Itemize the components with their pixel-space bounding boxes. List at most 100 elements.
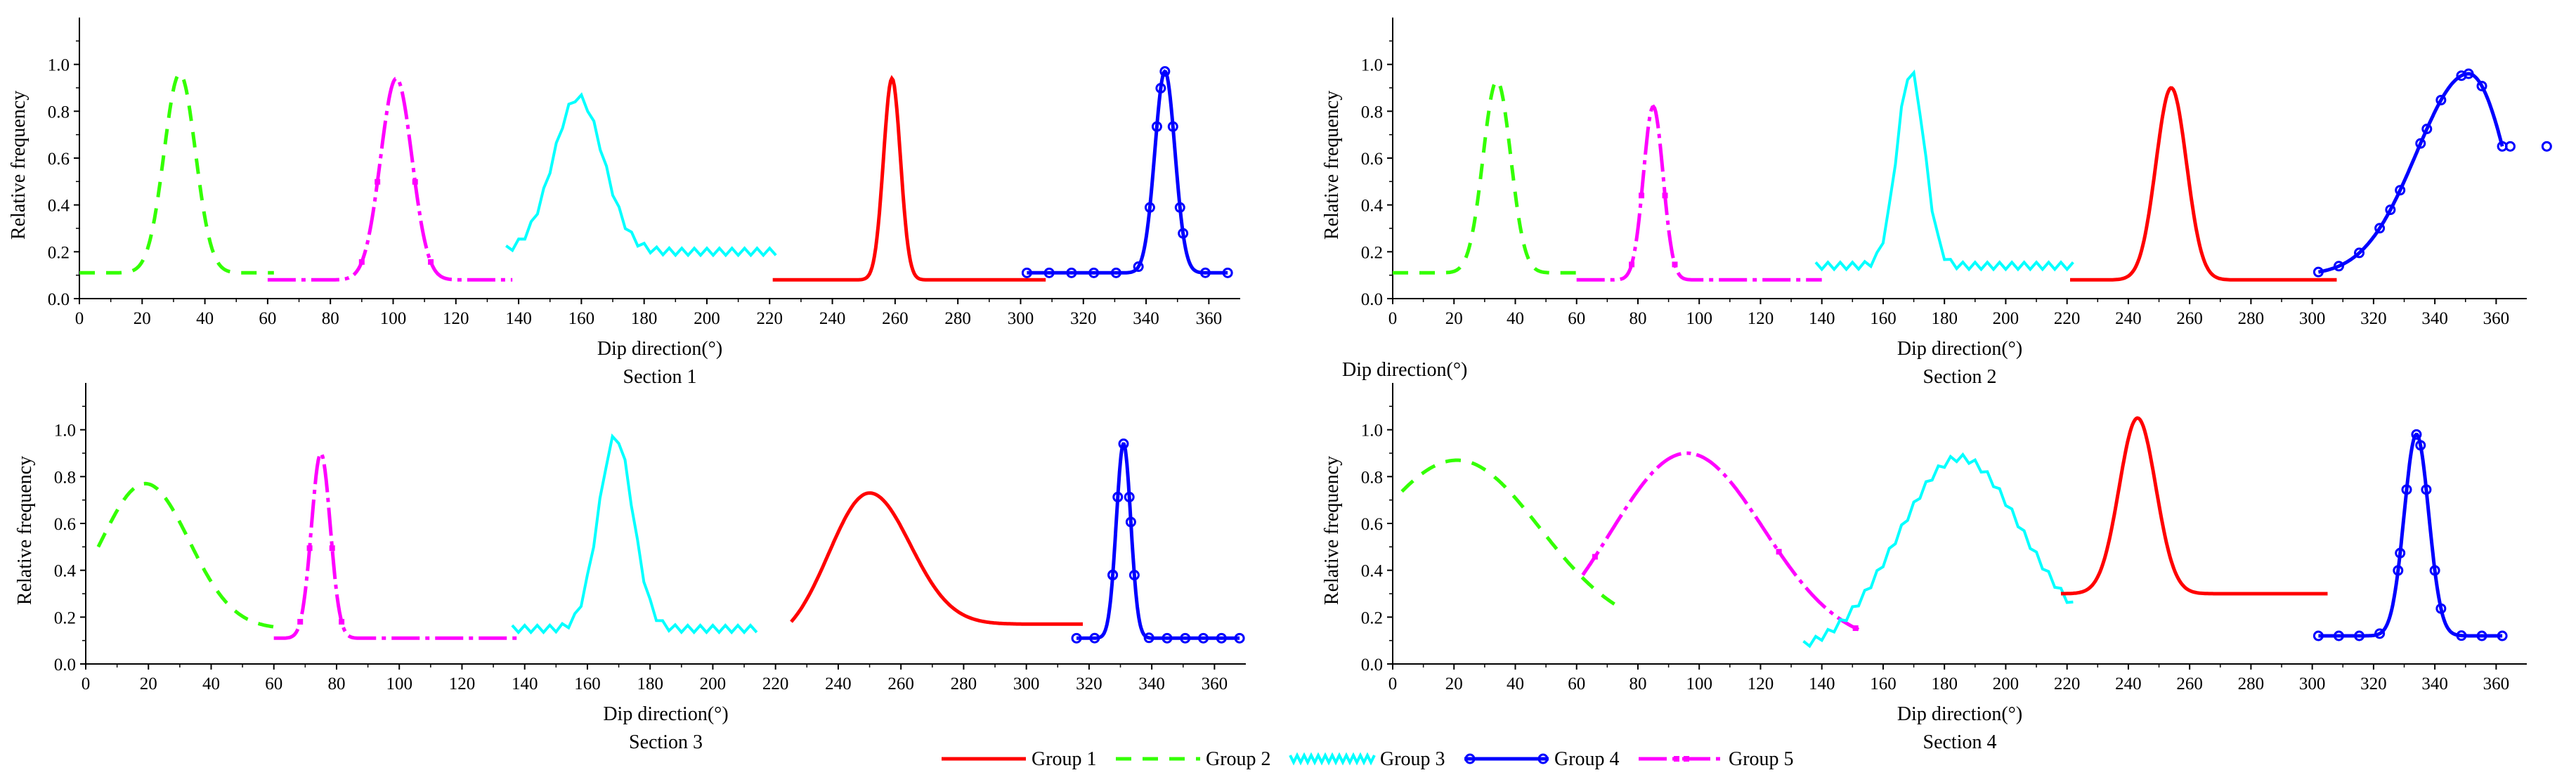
series-markers-group5 xyxy=(1592,549,1859,632)
x-tick-label: 120 xyxy=(1748,675,1774,693)
series-marker xyxy=(1155,83,1166,94)
x-tick-label: 40 xyxy=(202,675,220,693)
y-tick-label: 0.0 xyxy=(1361,290,1383,309)
legend-label: Group 5 xyxy=(1729,748,1794,770)
series-marker xyxy=(1178,228,1189,239)
series-marker xyxy=(1133,261,1144,273)
series-marker xyxy=(1159,66,1171,77)
series-line-group3 xyxy=(505,92,777,258)
x-tick-label: 300 xyxy=(1013,675,1040,693)
series-marker xyxy=(1071,632,1082,644)
series-markers-group5 xyxy=(297,545,345,625)
y-axis-title: Relative frequency xyxy=(1321,91,1343,240)
series-marker xyxy=(412,178,418,185)
x-axis-title: Dip direction(°) xyxy=(603,703,728,725)
legend-label: Group 2 xyxy=(1206,748,1271,770)
x-tick-label: 340 xyxy=(2421,309,2448,328)
y-axis-title: Relative frequency xyxy=(1321,456,1343,605)
x-tick-label: 200 xyxy=(1993,309,2019,328)
legend-swatch xyxy=(1289,752,1376,766)
series-marker xyxy=(1128,570,1140,581)
y-tick-label: 1.0 xyxy=(48,56,70,75)
x-tick-label: 300 xyxy=(2299,675,2326,693)
series-marker xyxy=(306,545,313,552)
x-tick-label: 340 xyxy=(1133,309,1159,328)
series-marker xyxy=(2393,565,2404,576)
series-marker xyxy=(329,545,335,552)
series-line-group4 xyxy=(1027,69,1228,275)
x-tick-label: 60 xyxy=(1568,309,1585,328)
series-marker xyxy=(1174,202,1185,213)
y-tick-label: 0.2 xyxy=(48,243,70,262)
x-tick-label: 260 xyxy=(887,675,914,693)
y-tick-label: 0.6 xyxy=(1361,515,1383,534)
x-tick-label: 40 xyxy=(1507,675,1524,693)
x-tick-label: 100 xyxy=(386,675,412,693)
x-tick-label: 80 xyxy=(327,675,345,693)
series-marker xyxy=(2354,630,2365,641)
legend-item-group5: Group 5 xyxy=(1639,748,1794,770)
series-marker xyxy=(2421,124,2433,135)
x-tick-label: 0 xyxy=(82,675,91,693)
series-marker xyxy=(1088,267,1100,278)
legend-item-group1: Group 1 xyxy=(942,748,1097,770)
x-tick-label: 240 xyxy=(2115,675,2142,693)
series-marker xyxy=(1107,570,1119,581)
series-marker xyxy=(1112,491,1124,502)
chart-panel-3: 0 20 40 60 80 100 120 140 160 180 200 220 240 260 280 3… xyxy=(14,383,1246,753)
series-marker xyxy=(1199,267,1211,278)
series-markers-group5 xyxy=(1629,193,1678,268)
y-tick-label: 1.0 xyxy=(54,422,76,441)
series-marker xyxy=(2385,204,2396,216)
legend-marker xyxy=(1684,756,1689,762)
series-marker xyxy=(1125,516,1136,528)
x-tick-label: 280 xyxy=(2238,309,2265,328)
x-tick-label: 220 xyxy=(757,309,783,328)
x-tick-label: 220 xyxy=(762,675,789,693)
series-line-group4 xyxy=(2317,72,2504,274)
x-tick-label: 160 xyxy=(1870,675,1897,693)
series-marker xyxy=(1110,267,1121,278)
x-tick-label: 40 xyxy=(1507,309,1524,328)
x-tick-label: 260 xyxy=(2176,675,2203,693)
y-tick-label: 0.0 xyxy=(48,290,70,309)
x-tick-label: 240 xyxy=(2115,309,2142,328)
series-marker xyxy=(339,618,345,625)
series-line-group2 xyxy=(96,481,275,629)
legend: Group 1 Group 2 Group 3 Group 4 Group 5 xyxy=(942,748,1794,770)
x-tick-label: 0 xyxy=(1388,675,1398,693)
series-marker xyxy=(2504,141,2516,152)
series-marker xyxy=(2476,80,2487,91)
x-tick-label: 280 xyxy=(951,675,977,693)
x-tick-label: 60 xyxy=(259,309,276,328)
series-line-group1 xyxy=(790,491,1083,626)
series-marker xyxy=(2497,630,2508,641)
series-markers-group4 xyxy=(2312,429,2508,641)
series-line-group4 xyxy=(1076,442,1240,640)
series-marker xyxy=(2312,266,2324,278)
series-marker xyxy=(297,618,304,625)
y-tick-label: 0.4 xyxy=(54,562,77,581)
x-tick-label: 160 xyxy=(574,675,601,693)
x-tick-label: 260 xyxy=(882,309,909,328)
series-marker xyxy=(2333,261,2344,272)
series-marker xyxy=(2435,94,2447,105)
series-marker xyxy=(1216,632,1227,644)
x-tick-label: 280 xyxy=(944,309,971,328)
x-tick-label: 340 xyxy=(1138,675,1165,693)
x-tick-label: 240 xyxy=(825,675,852,693)
series-marker xyxy=(1043,267,1055,278)
series-marker xyxy=(2421,484,2432,495)
y-tick-label: 0.6 xyxy=(1361,150,1383,169)
legend-marker xyxy=(1464,753,1476,764)
x-tick-label: 80 xyxy=(1629,309,1646,328)
series-marker xyxy=(1021,267,1032,278)
series-marker xyxy=(1592,554,1598,560)
x-tick-label: 20 xyxy=(1445,675,1463,693)
series-line-group3 xyxy=(1802,452,2074,649)
x-tick-label: 200 xyxy=(694,309,720,328)
series-marker xyxy=(2333,630,2344,641)
series-marker xyxy=(375,178,381,185)
series-marker xyxy=(2415,138,2426,149)
series-line-group5 xyxy=(273,450,519,640)
